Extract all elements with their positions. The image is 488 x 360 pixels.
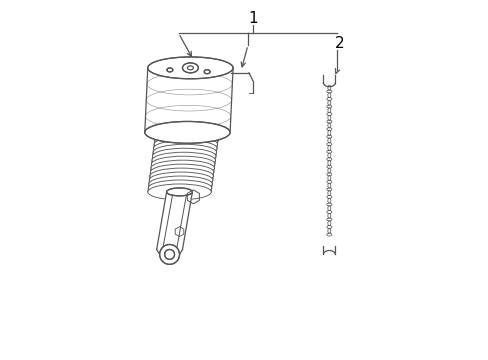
- Ellipse shape: [153, 144, 216, 160]
- Ellipse shape: [166, 188, 192, 196]
- Ellipse shape: [154, 132, 218, 148]
- Ellipse shape: [160, 244, 179, 264]
- Ellipse shape: [149, 172, 212, 188]
- Ellipse shape: [150, 164, 213, 180]
- Ellipse shape: [144, 121, 230, 143]
- Ellipse shape: [155, 129, 218, 144]
- Ellipse shape: [147, 57, 233, 79]
- Ellipse shape: [155, 125, 219, 140]
- Ellipse shape: [152, 148, 216, 164]
- Ellipse shape: [204, 70, 210, 74]
- Polygon shape: [156, 192, 192, 249]
- Ellipse shape: [151, 160, 214, 176]
- Ellipse shape: [154, 136, 217, 152]
- Ellipse shape: [148, 180, 211, 196]
- Ellipse shape: [166, 68, 173, 72]
- Ellipse shape: [182, 63, 198, 73]
- Ellipse shape: [164, 249, 174, 260]
- Ellipse shape: [148, 176, 212, 192]
- Ellipse shape: [151, 156, 215, 172]
- Ellipse shape: [147, 184, 211, 200]
- Text: 2: 2: [334, 36, 344, 50]
- Ellipse shape: [149, 168, 213, 184]
- Ellipse shape: [152, 152, 215, 168]
- Ellipse shape: [153, 140, 217, 156]
- Text: 1: 1: [247, 11, 257, 26]
